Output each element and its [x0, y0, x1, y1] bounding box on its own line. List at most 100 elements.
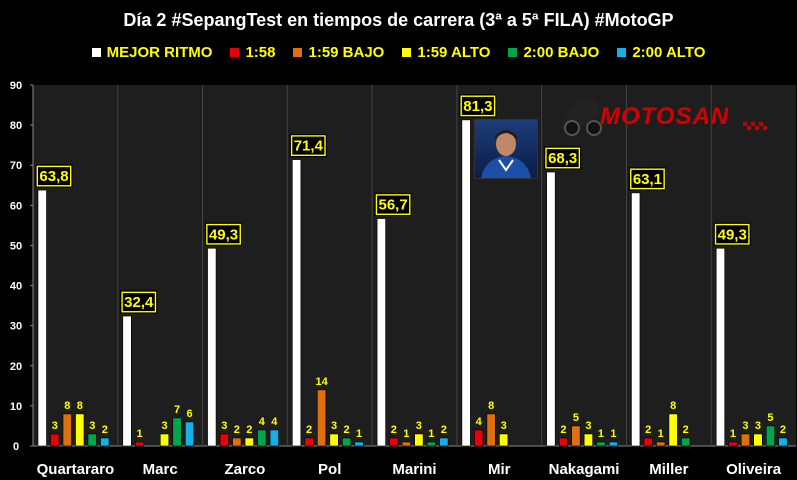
data-label: 1 [403, 428, 409, 440]
bar [474, 430, 483, 446]
y-tick-label: 10 [10, 401, 22, 413]
bar [317, 390, 326, 446]
data-label: 8 [670, 400, 676, 412]
x-category-label: Oliveira [726, 461, 782, 478]
y-tick-label: 50 [10, 240, 22, 252]
bar [173, 418, 182, 446]
bar [644, 438, 653, 446]
data-label: 3 [52, 420, 58, 432]
bar [631, 193, 640, 446]
y-tick-label: 70 [10, 160, 22, 172]
motosan-logo-text: MOTOSAN [600, 103, 729, 131]
bar [729, 442, 738, 446]
rider-photo [474, 119, 538, 179]
bar [185, 422, 194, 446]
bar [135, 442, 144, 446]
bar [160, 434, 169, 446]
bar [779, 438, 788, 446]
bar [609, 442, 618, 446]
data-label: 3 [89, 420, 95, 432]
bar [233, 438, 242, 446]
data-label: 4 [476, 416, 483, 428]
bar [258, 430, 267, 446]
bar [330, 434, 339, 446]
x-category-label: Zarco [225, 461, 266, 478]
bar [499, 434, 508, 446]
data-label: 68,3 [548, 150, 577, 167]
bar [390, 438, 399, 446]
data-label: 1 [598, 428, 604, 440]
x-category-label: Miller [649, 461, 688, 478]
bar [559, 438, 568, 446]
bar [123, 316, 131, 446]
bar [76, 414, 85, 446]
data-label: 3 [331, 420, 337, 432]
bar [462, 120, 471, 446]
data-label: 8 [488, 400, 494, 412]
data-label: 1 [730, 428, 736, 440]
data-label: 2 [391, 424, 397, 436]
data-label: 1 [136, 428, 142, 440]
x-category-label: Marc [143, 461, 178, 478]
data-label: 1 [658, 428, 664, 440]
data-label: 6 [186, 408, 192, 420]
bar [51, 434, 60, 446]
bar [440, 438, 449, 446]
x-category-label: Mir [488, 461, 511, 478]
bar [584, 434, 593, 446]
data-label: 3 [501, 420, 507, 432]
data-label: 63,8 [39, 168, 68, 185]
bar [38, 190, 47, 446]
data-label: 3 [742, 420, 748, 432]
data-label: 71,4 [294, 138, 324, 155]
bar [220, 434, 229, 446]
bar [305, 438, 314, 446]
bar [270, 430, 279, 446]
bar [292, 160, 301, 446]
bar [669, 414, 678, 446]
x-category-label: Marini [392, 461, 436, 478]
data-label: 2 [441, 424, 447, 436]
x-category-label: Pol [318, 461, 341, 478]
bar [342, 438, 351, 446]
data-label: 3 [161, 420, 167, 432]
data-label: 8 [64, 400, 70, 412]
bar [487, 414, 496, 446]
data-label: 5 [767, 412, 773, 424]
plot-area [33, 85, 796, 446]
data-label: 2 [234, 424, 240, 436]
data-label: 3 [221, 420, 227, 432]
data-label: 49,3 [718, 226, 747, 243]
y-tick-label: 0 [13, 441, 19, 453]
data-label: 81,3 [463, 98, 492, 115]
bar [716, 248, 725, 446]
y-tick-label: 60 [10, 200, 22, 212]
y-tick-label: 20 [10, 361, 22, 373]
y-tick-label: 90 [10, 80, 22, 92]
data-label: 2 [246, 424, 252, 436]
data-label: 7 [174, 404, 180, 416]
data-label: 2 [560, 424, 566, 436]
data-label: 1 [610, 428, 616, 440]
bar [754, 434, 763, 446]
bar [402, 442, 411, 446]
data-label: 2 [780, 424, 786, 436]
data-label: 2 [102, 424, 108, 436]
bar [101, 438, 110, 446]
bar [88, 434, 97, 446]
data-label: 8 [77, 400, 83, 412]
data-label: 1 [428, 428, 434, 440]
bar [597, 442, 606, 446]
bar [766, 426, 775, 446]
data-label: 1 [356, 428, 362, 440]
bar [355, 442, 364, 446]
data-label: 4 [271, 416, 278, 428]
bar [741, 434, 750, 446]
bar [547, 172, 556, 446]
y-tick-label: 40 [10, 281, 22, 293]
bar [681, 438, 690, 446]
data-label: 49,3 [209, 226, 238, 243]
x-category-label: Nakagami [549, 461, 620, 478]
bar [245, 438, 254, 446]
data-label: 4 [259, 416, 266, 428]
